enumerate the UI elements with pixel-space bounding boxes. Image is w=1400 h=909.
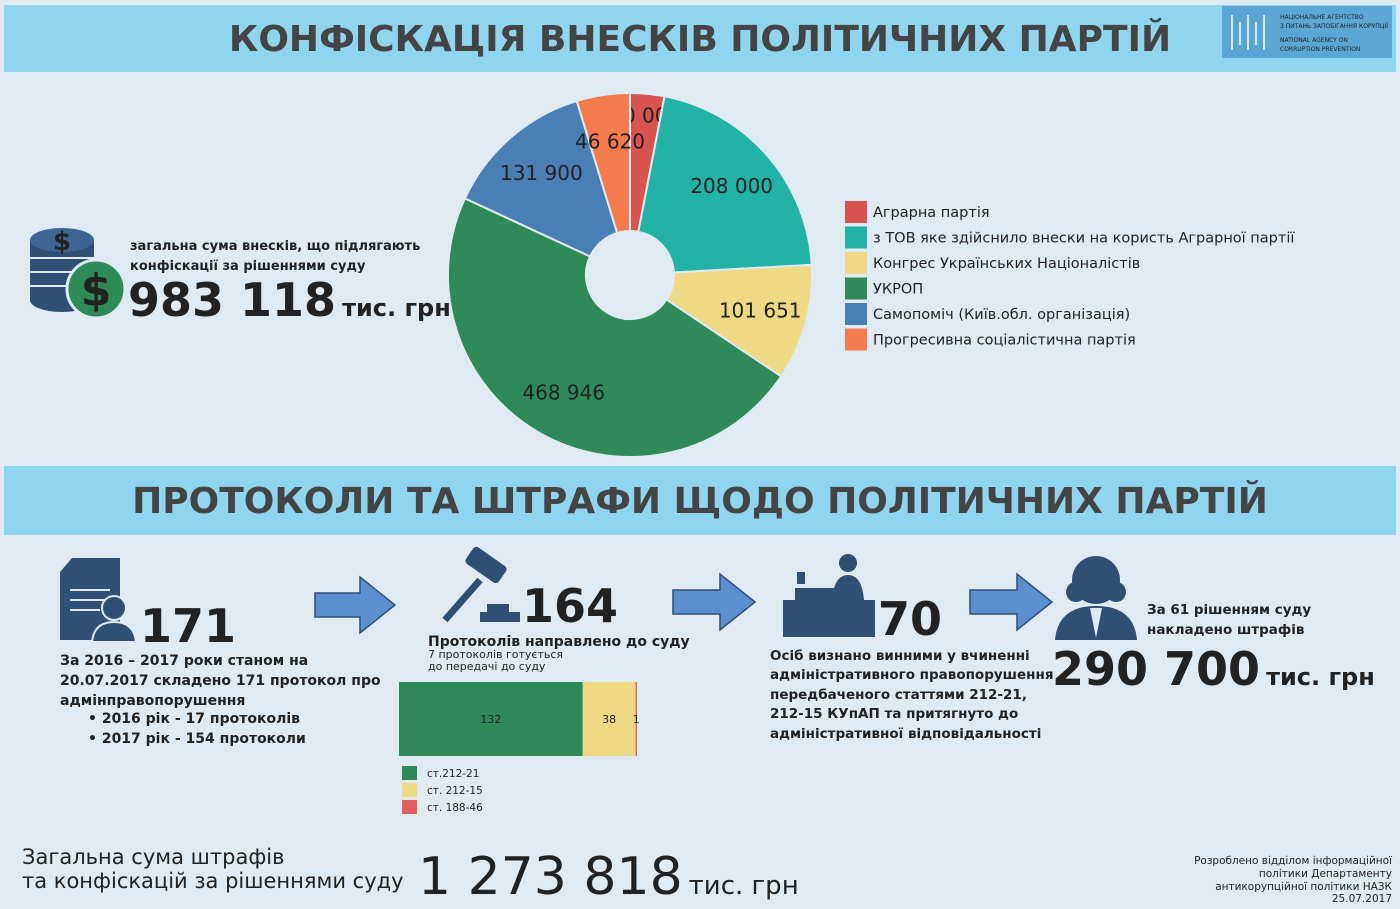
unit: тис. грн [342,294,451,322]
bar-segment [635,682,637,756]
step-text: 212-15 КУпАП та притягнуто до [770,706,1018,722]
logo-line: НАЦІОНАЛЬНЕ АГЕНТСТВО [1280,14,1364,21]
legend-label: ст. 188-46 [427,802,483,814]
data-label: 132 [480,713,501,726]
summary-text: загальна сума внесків, що підлягають [130,239,420,254]
credit-line: політики Департаменту [1259,868,1392,880]
bar-segment [582,682,636,756]
footer-amount: 1 273 818 тис. грн [418,847,799,907]
judge-icon [783,554,875,637]
legend-swatch [845,201,867,223]
bullet: • 2016 рік - 17 протоколів [88,711,300,727]
step-text: Осіб визнано винними у вчиненні [770,648,1030,664]
data-label: 208 000 [690,174,773,198]
legend-label: Прогресивна соціалістична партія [873,333,1136,349]
footer-text: Загальна сума штрафів [22,845,284,869]
step-text: адміністративної відповідальності [770,726,1041,742]
amount: 290 700 [1052,642,1260,696]
legend: Аграрна партія з ТОВ яке здійснило внески… [845,201,1295,351]
step-number: 171 [140,599,236,653]
data-label: 1 [633,713,640,726]
logo [1222,6,1392,58]
legend-label: ст.212-21 [427,768,479,780]
pie-slice [665,263,813,378]
data-label: 46 620 [575,129,645,153]
document-icon [60,558,138,643]
credit-line: антикорупційної політики НАЗК [1215,881,1392,893]
step-text: передбаченого статтями 212-21, [770,687,1027,703]
step-number: 70 [878,592,942,646]
logo-line: З ПИТАНЬ ЗАПОБІГАННЯ КОРУПЦІЇ [1280,23,1388,30]
legend-swatch [845,252,867,274]
logo-line: CORRUPTION PREVENTION [1280,46,1360,53]
legend-label: Конгрес Українських Націоналістів [873,256,1140,272]
summary-amount: 983 118 тис. грн [128,273,451,327]
section-title: ПРОТОКОЛИ ТА ШТРАФИ ЩОДО ПОЛІТИЧНИХ ПАРТ… [132,480,1268,522]
legend-label: ст. 212-15 [427,785,483,797]
logo-mark [1231,15,1265,50]
gavel-icon [442,546,520,623]
credits: Розроблено відділом інформаційної політи… [1194,855,1392,905]
step-number: 164 [522,579,618,633]
unit: тис. грн [689,871,799,901]
header-band [4,5,1396,72]
legend-swatch [402,783,417,797]
svg-text:$: $ [81,265,112,316]
title: КОНФІСКАЦІЯ ВНЕСКІВ ПОЛІТИЧНИХ ПАРТІЙ [229,18,1171,60]
pie-slice [637,95,813,274]
logo-text: НАЦІОНАЛЬНЕ АГЕНТСТВО З ПИТАНЬ ЗАПОБІГАН… [1280,14,1388,53]
credit-line: 25.07.2017 [1332,893,1392,905]
step-amount: 290 700 тис. грн [1052,642,1375,696]
step-note: до передачі до суду [428,660,546,673]
legend-label: Аграрна партія [873,205,990,221]
legend-label: з ТОВ яке здійснило внески на користь Аг… [873,231,1295,247]
step-caption: Протоколів направлено до суду [428,634,690,650]
logo-line: NATIONAL AGENCY ON [1280,37,1348,44]
svg-text:$: $ [53,227,71,257]
step-caption: накладено штрафів [1147,622,1304,638]
step-text: адмінправопорушення [60,693,245,709]
arrows [314,572,1054,635]
section-band [4,466,1396,535]
footer-text: та конфіскацій за рішеннями суду [22,869,404,893]
pie-slice [447,197,783,458]
legend-swatch [845,328,867,351]
bar-segment [399,682,583,756]
legend-swatch [402,800,417,814]
data-label: 38 [602,713,616,726]
legend-label: УКРОП [873,282,923,298]
data-label: 468 946 [522,381,605,405]
credit-line: Розроблено відділом інформаційної [1194,855,1392,867]
step-caption: За 61 рішенням суду [1147,602,1311,618]
step-text: 20.07.2017 складено 171 протокол про [60,673,381,689]
bullet: • 2017 рік - 154 протоколи [88,731,306,747]
legend-swatch [402,766,417,780]
amount: 983 118 [128,273,336,327]
legend-swatch [845,303,867,325]
pie-slice [575,91,631,235]
pie-slice [463,99,619,258]
data-label: 131 900 [500,161,583,185]
data-label: 101 651 [719,299,802,323]
step-text: адміністративного правопорушення [770,667,1054,683]
step-note: 7 протоколів готується [428,648,563,661]
step-text: За 2016 – 2017 роки станом на [60,653,308,669]
coins-icon: $ $ [30,227,127,320]
legend-label: Самопоміч (Київ.обл. організація) [873,307,1130,323]
summary-text: конфіскації за рішеннями суду [130,259,366,274]
bar-chart: 132 ст.212-21 38 ст. 212-15 1 ст. 188-46 [399,682,640,814]
judge-wig-icon [1055,556,1137,640]
legend-swatch [845,226,867,249]
legend-swatch [845,277,867,300]
amount: 1 273 818 [418,847,683,907]
unit: тис. грн [1266,663,1375,691]
